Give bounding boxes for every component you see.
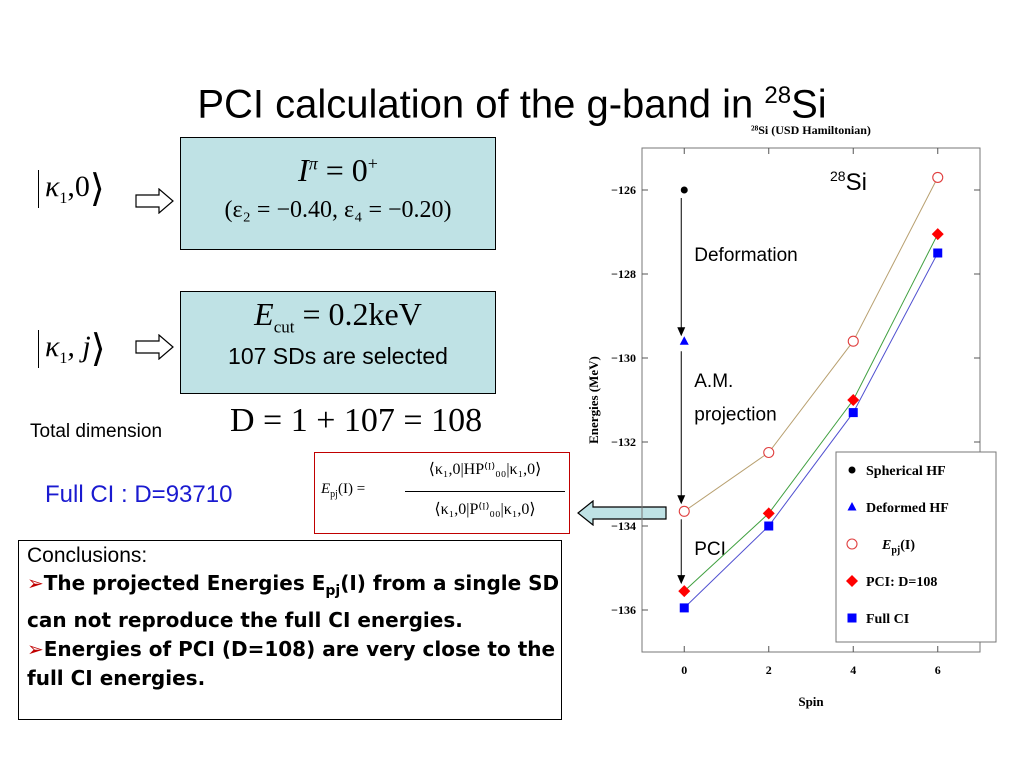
- legend-marker: [846, 575, 858, 587]
- annotation-projection: projection: [694, 405, 776, 426]
- deformation-parameters: (ε₂ = −0.40, ε₄ = −0.20): [224, 197, 452, 223]
- legend-label: Epj(I): [881, 538, 915, 556]
- right-arrow-icon: [135, 334, 174, 360]
- data-point: [679, 336, 689, 345]
- chart-title: ²⁸Si (USD Hamiltonian): [751, 123, 871, 137]
- right-arrow-icon: [135, 188, 174, 214]
- x-axis-label: Spin: [798, 694, 824, 709]
- spin-parity-equation: Iπ = 0+: [298, 152, 378, 188]
- page-title: PCI calculation of the g-band in 28Si: [197, 82, 827, 127]
- fraction-bar: [405, 491, 565, 492]
- data-point: [678, 505, 690, 517]
- ket-kappa1-j: κ1, j⟩: [38, 330, 106, 369]
- y-axis-label: Energies (MeV): [586, 356, 601, 444]
- series-line: [683, 233, 939, 592]
- conclusions-heading: Conclusions:: [27, 544, 148, 567]
- annotation-deformation: Deformation: [694, 245, 798, 266]
- legend-marker: [847, 502, 857, 511]
- data-point: [847, 335, 859, 347]
- data-point: [764, 521, 774, 531]
- data-point: [933, 248, 943, 258]
- data-point: [932, 171, 944, 183]
- conclusion-item: ➢The projected Energies Epj(I) from a si…: [27, 571, 560, 632]
- energy-cutoff-equation: Ecut = 0.2keV: [254, 296, 422, 337]
- arrowhead-icon: [677, 327, 686, 337]
- data-point: [680, 186, 688, 194]
- legend-marker: [846, 538, 858, 550]
- annotation-pci: PCI: [694, 539, 726, 560]
- x-tick-label: 6: [935, 663, 941, 677]
- series-line: [683, 177, 939, 512]
- plot-frame: [641, 147, 981, 653]
- x-tick-label: 0: [681, 663, 687, 677]
- total-dimension-label: Total dimension: [30, 421, 163, 442]
- y-tick-label: −136: [611, 603, 636, 617]
- energy-chart: ²⁸Si (USD Hamiltonian) −126 −128 −130 −132 −1…: [586, 123, 997, 709]
- selection-box: Ecut = 0.2keV 107 SDs are selected: [180, 291, 496, 394]
- annotation-am: A.M.: [694, 371, 733, 392]
- conclusions-box: Conclusions: ➢The projected Energies Epj…: [18, 540, 562, 720]
- y-tick-label: −126: [611, 183, 636, 197]
- y-tick-label: −128: [611, 267, 636, 281]
- data-point: [762, 507, 775, 520]
- legend-label: Deformed HF: [866, 501, 949, 516]
- arrow-bullet-icon: ➢: [27, 571, 44, 595]
- data-point: [931, 228, 944, 241]
- data-point: [763, 446, 775, 459]
- arrowhead-icon: [677, 575, 686, 585]
- title-superscript: 28: [764, 82, 792, 109]
- formula-numerator: ⟨κ₁,0|HP⁽ᴵ⁾₀₀|κ₁,0⟩: [428, 461, 542, 478]
- series-line: [683, 252, 939, 609]
- data-point: [678, 585, 691, 598]
- legend-label: Spherical HF: [866, 464, 946, 479]
- legend-marker: [847, 613, 857, 623]
- legend-box: [835, 451, 997, 643]
- arrow-bullet-icon: ➢: [27, 637, 44, 661]
- conclusion-item: ➢Energies of PCI (D=108) are very close …: [27, 637, 556, 690]
- data-point: [679, 603, 689, 613]
- y-tick-label: −132: [611, 435, 636, 449]
- legend-marker: [848, 466, 856, 474]
- y-tick-label: −130: [611, 351, 636, 365]
- deformation-box: Iπ = 0+ (ε₂ = −0.40, ε₄ = −0.20): [180, 137, 496, 250]
- arrowhead-icon: [677, 495, 686, 505]
- left-arrow-icon: [577, 500, 667, 526]
- inset-label: 28Si: [830, 168, 867, 196]
- ket-kappa1-0: κ1,0⟩: [38, 170, 105, 209]
- legend-label: Full CI: [866, 612, 909, 627]
- total-dimension-equation: D = 1 + 107 = 108: [230, 402, 483, 439]
- data-point: [847, 394, 860, 406]
- data-point: [848, 408, 858, 418]
- legend-label: PCI: D=108: [866, 575, 937, 590]
- x-tick-label: 2: [766, 663, 772, 677]
- formula-denominator: ⟨κ₁,0|P⁽ᴵ⁾₀₀|κ₁,0⟩: [434, 501, 536, 518]
- sds-selected-text: 107 SDs are selected: [228, 343, 448, 370]
- full-ci-label: Full CI : D=93710: [45, 481, 233, 508]
- projected-energy-formula: Epj(I) = ⟨κ₁,0|HP⁽ᴵ⁾₀₀|κ₁,0⟩ ⟨κ₁,0|P⁽ᴵ⁾₀…: [314, 452, 570, 534]
- y-tick-label: −134: [611, 519, 636, 533]
- x-tick-label: 4: [850, 663, 856, 677]
